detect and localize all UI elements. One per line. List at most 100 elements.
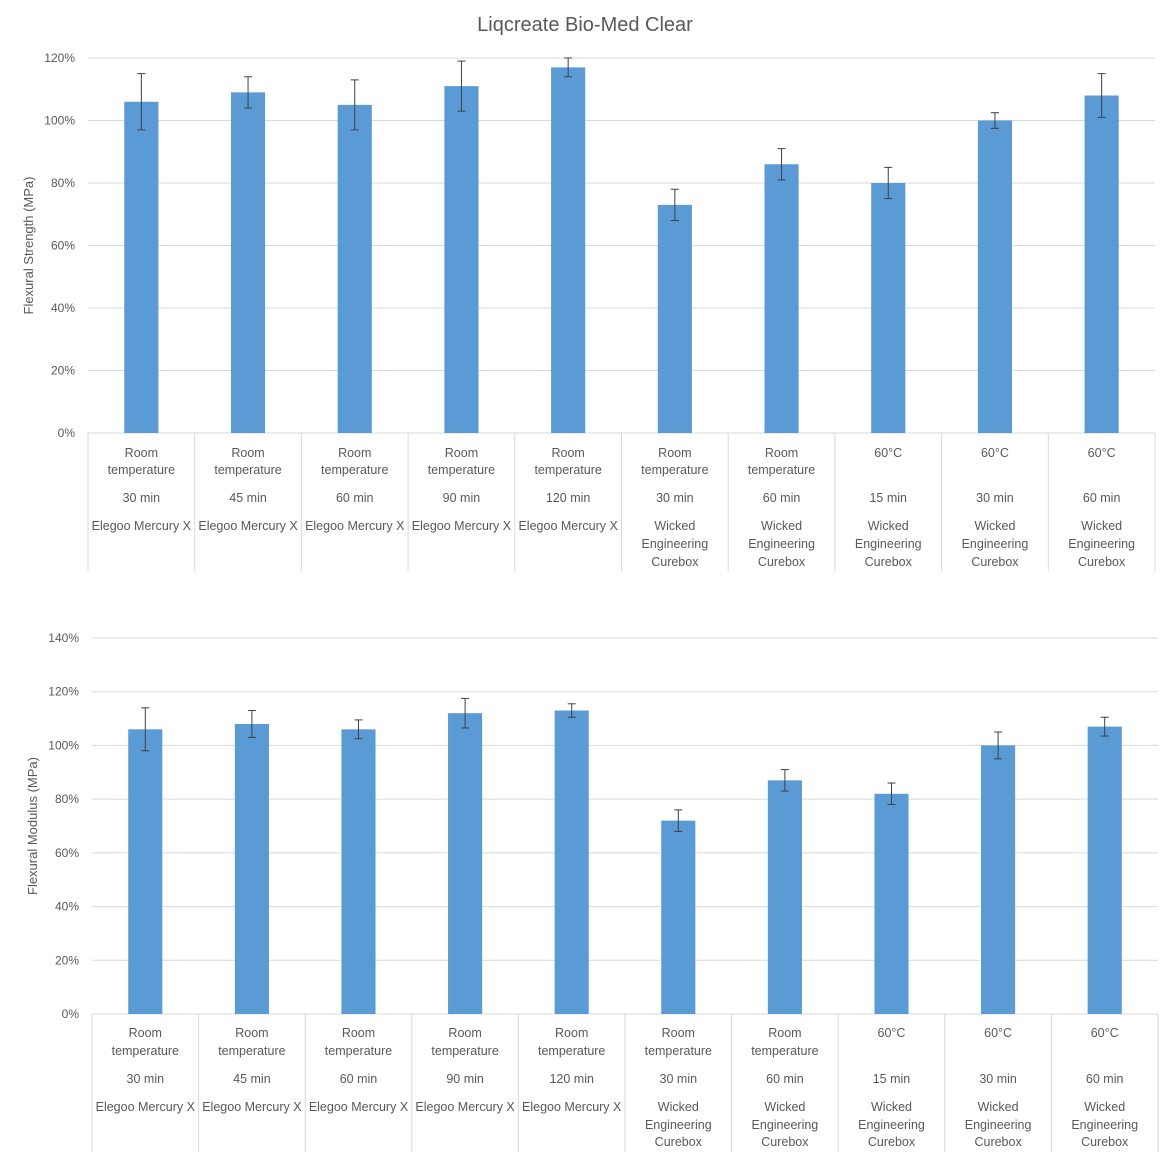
- category-label-device: Curebox: [971, 555, 1019, 569]
- category-label-device: Engineering: [1068, 537, 1135, 551]
- category-label-device: Curebox: [655, 1135, 703, 1149]
- category-label-time: 30 min: [660, 1072, 698, 1086]
- category-label-device: Elegoo Mercury X: [522, 1100, 622, 1114]
- category-label-temperature: 60°C: [984, 1026, 1012, 1040]
- category-label-device: Wicked: [868, 519, 909, 533]
- category-label-temperature: temperature: [218, 1044, 285, 1058]
- category-label-device: Wicked: [658, 1100, 699, 1114]
- category-label-temperature: Room: [768, 1026, 801, 1040]
- category-label-device: Elegoo Mercury X: [412, 519, 512, 533]
- category-label-time: 30 min: [656, 491, 694, 505]
- category-label-device: Curebox: [1078, 555, 1126, 569]
- category-label-temperature: temperature: [538, 1044, 605, 1058]
- category-label-time: 60 min: [1083, 491, 1121, 505]
- category-label-temperature: 60°C: [874, 446, 902, 460]
- category-label-device: Engineering: [962, 537, 1029, 551]
- category-label-device: Elegoo Mercury X: [198, 519, 298, 533]
- category-label-time: 15 min: [873, 1072, 911, 1086]
- y-tick-label: 20%: [51, 364, 75, 378]
- y-tick-label: 120%: [48, 685, 79, 699]
- category-label-device: Elegoo Mercury X: [415, 1100, 515, 1114]
- category-label-device: Engineering: [858, 1118, 925, 1132]
- y-tick-label: 80%: [55, 792, 79, 806]
- category-label-temperature: Room: [338, 446, 371, 460]
- bar: [871, 183, 906, 433]
- bar: [337, 104, 372, 433]
- category-label-device: Elegoo Mercury X: [309, 1100, 409, 1114]
- y-tick-label: 120%: [44, 51, 75, 65]
- bar: [234, 723, 269, 1014]
- chart-title: Liqcreate Bio-Med Clear: [477, 14, 693, 36]
- category-label-device: Engineering: [645, 1118, 712, 1132]
- category-label-temperature: temperature: [641, 463, 708, 477]
- y-axis-label: Flexural Modulus (MPa): [25, 757, 40, 895]
- category-label-temperature: Room: [555, 1026, 588, 1040]
- y-tick-label: 60%: [51, 239, 75, 253]
- category-label-temperature: 60°C: [981, 446, 1009, 460]
- category-label-device: Curebox: [868, 1135, 916, 1149]
- category-label-device: Wicked: [764, 1100, 805, 1114]
- category-label-device: Engineering: [641, 537, 708, 551]
- category-label-time: 120 min: [549, 1072, 594, 1086]
- category-label-device: Curebox: [1081, 1135, 1129, 1149]
- chart-panel-1: 0% 20% 40% 60% 80% 100% 120% Flexural Strength …: [21, 51, 1156, 571]
- category-label-device: Engineering: [965, 1118, 1032, 1132]
- y-tick-label: 140%: [48, 631, 79, 645]
- category-label-temperature: temperature: [428, 463, 495, 477]
- category-label-time: 60 min: [766, 1072, 804, 1086]
- category-label-device: Engineering: [1071, 1118, 1138, 1132]
- category-label-temperature: temperature: [431, 1044, 498, 1058]
- category-label-time: 60 min: [336, 491, 374, 505]
- category-label-time: 30 min: [976, 491, 1014, 505]
- category-label-time: 30 min: [123, 491, 161, 505]
- y-tick-label: 80%: [51, 176, 75, 190]
- y-tick-label: 40%: [51, 301, 75, 315]
- category-label-device: Wicked: [1084, 1100, 1125, 1114]
- category-label-time: 45 min: [233, 1072, 271, 1086]
- category-label-device: Engineering: [752, 1118, 819, 1132]
- category-label-device: Elegoo Mercury X: [518, 519, 618, 533]
- category-label-temperature: Room: [448, 1026, 481, 1040]
- category-label-device: Curebox: [758, 555, 806, 569]
- y-tick-label: 100%: [48, 738, 79, 752]
- category-label-device: Elegoo Mercury X: [96, 1100, 196, 1114]
- category-label-temperature: temperature: [325, 1044, 392, 1058]
- y-tick-label: 40%: [55, 900, 79, 914]
- category-label-temperature: temperature: [534, 463, 601, 477]
- category-label-time: 120 min: [546, 491, 591, 505]
- y-axis-label: Flexural Strength (MPa): [21, 177, 36, 315]
- category-label-time: 30 min: [127, 1072, 165, 1086]
- category-label-time: 15 min: [869, 491, 907, 505]
- bar: [124, 101, 159, 433]
- category-label-time: 30 min: [979, 1072, 1017, 1086]
- y-tick-label: 0%: [58, 426, 76, 440]
- category-label-temperature: temperature: [112, 1044, 179, 1058]
- category-label-device: Curebox: [651, 555, 699, 569]
- category-label-device: Wicked: [978, 1100, 1019, 1114]
- category-label-device: Elegoo Mercury X: [92, 519, 192, 533]
- category-label-temperature: Room: [662, 1026, 695, 1040]
- category-label-temperature: Room: [658, 446, 691, 460]
- category-label-temperature: Room: [342, 1026, 375, 1040]
- category-label-time: 90 min: [446, 1072, 484, 1086]
- category-label-device: Wicked: [871, 1100, 912, 1114]
- y-tick-label: 100%: [44, 114, 75, 128]
- bar: [128, 729, 163, 1014]
- bar: [657, 204, 692, 433]
- category-label-temperature: 60°C: [1088, 446, 1116, 460]
- bar: [1084, 95, 1119, 433]
- bar: [981, 745, 1016, 1014]
- category-label-temperature: temperature: [645, 1044, 712, 1058]
- bar: [767, 780, 802, 1014]
- bar: [977, 120, 1013, 433]
- category-label-time: 90 min: [443, 491, 481, 505]
- y-tick-label: 0%: [62, 1007, 80, 1021]
- category-label-temperature: temperature: [751, 1044, 818, 1058]
- category-label-device: Wicked: [974, 519, 1015, 533]
- category-label-device: Curebox: [865, 555, 913, 569]
- category-label-temperature: 60°C: [1091, 1026, 1119, 1040]
- bar: [551, 67, 586, 433]
- category-label-temperature: temperature: [214, 463, 281, 477]
- category-label-time: 60 min: [340, 1072, 378, 1086]
